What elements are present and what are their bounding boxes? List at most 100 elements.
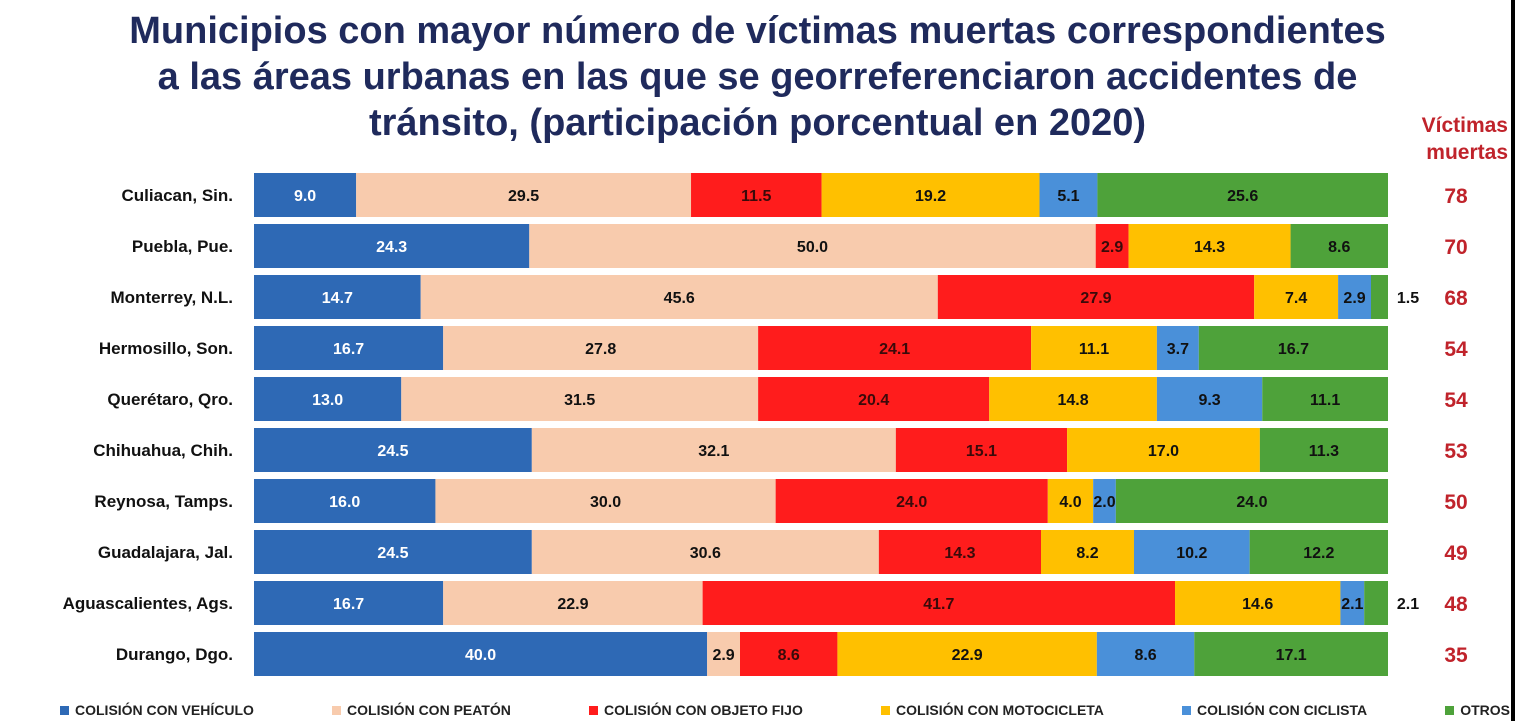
bar-segment [254, 428, 532, 472]
bar-value-label: 3.7 [1167, 341, 1189, 358]
bar-value-label: 22.9 [952, 647, 983, 664]
legend-swatch [880, 705, 890, 715]
victims-value: 54 [1444, 389, 1468, 412]
legend-item: COLISIÓN CON CICLISTA [1182, 702, 1367, 718]
bar-segment [691, 173, 822, 217]
bar-value-label: 15.1 [966, 443, 997, 460]
bar-value-label: 22.9 [557, 596, 588, 613]
bar-segment [878, 530, 1041, 574]
bar-segment [401, 377, 759, 421]
bar-segment [356, 173, 692, 217]
bar-value-label: 2.9 [712, 647, 734, 664]
legend-label: COLISIÓN CON PEATÓN [347, 702, 511, 718]
bar-segment [1340, 581, 1365, 625]
category-label: Hermosillo, Son. [99, 339, 233, 358]
bar-segment [1039, 173, 1098, 217]
bar-value-label: 9.3 [1198, 392, 1220, 409]
legend-swatch [1182, 705, 1192, 715]
bar-segment [1254, 275, 1339, 319]
bar-segment [702, 581, 1176, 625]
bar-value-label: 24.0 [1236, 494, 1267, 511]
bar-segment [1096, 632, 1195, 676]
bar-value-label: 27.9 [1080, 290, 1111, 307]
bar-segment [707, 632, 740, 676]
victims-value: 50 [1444, 491, 1467, 514]
bar-value-label: 16.0 [329, 494, 360, 511]
bar-segment [1364, 581, 1388, 625]
bar-segment [937, 275, 1255, 319]
bar-segment [1031, 326, 1157, 370]
bar-value-label: 17.1 [1276, 647, 1307, 664]
title-line-3: tránsito, (participación porcentual en 2… [368, 102, 1147, 144]
bar-segment [1194, 632, 1388, 676]
bar-segment [1198, 326, 1388, 370]
bar-value-label: 16.7 [333, 341, 364, 358]
legend-swatch [588, 705, 598, 715]
legend-item: COLISIÓN CON MOTOCICLETA [880, 702, 1104, 718]
victims-header-line-1: Víctimas [1421, 114, 1508, 137]
bar-segment [1093, 479, 1116, 523]
bar-segment [254, 530, 532, 574]
bar-segment [775, 479, 1048, 523]
bar-value-label: 5.1 [1057, 188, 1079, 205]
legend-label: OTROS [1460, 702, 1510, 718]
bar-segment [435, 479, 776, 523]
bar-segment [531, 428, 896, 472]
category-label: Puebla, Pue. [132, 237, 233, 256]
bar-value-label: 13.0 [312, 392, 343, 409]
category-label: Monterrey, N.L. [111, 288, 233, 307]
bar-value-label: 24.1 [879, 341, 910, 358]
bar-value-label: 11.1 [1079, 341, 1109, 358]
victims-column-header: Víctimas muertas [1390, 112, 1508, 166]
bar-segment [443, 581, 703, 625]
bar-segment [1097, 173, 1388, 217]
title-line-1: Municipios con mayor número de víctimas … [129, 10, 1386, 52]
bar-value-label: 7.4 [1285, 290, 1307, 307]
bar-value-label: 16.7 [1278, 341, 1309, 358]
bar-segment [1156, 377, 1263, 421]
bar-value-label: 25.6 [1227, 188, 1258, 205]
bar-value-label: 11.1 [1310, 392, 1340, 409]
bar-segment [758, 326, 1032, 370]
category-label: Aguascalientes, Ags. [63, 594, 233, 613]
bar-segment [531, 530, 879, 574]
bar-segment [1067, 428, 1260, 472]
legend-swatch [332, 705, 342, 715]
bar-value-label: 14.3 [1194, 239, 1225, 256]
bar-value-label: 24.5 [377, 443, 408, 460]
title-line-2: a las áreas urbanas en las que se georre… [157, 56, 1358, 98]
bar-segment [254, 377, 402, 421]
bar-segment [989, 377, 1157, 421]
bar-segment [1370, 275, 1388, 319]
bar-value-label: 14.8 [1057, 392, 1088, 409]
bar-value-label: 11.3 [1309, 443, 1339, 460]
bar-value-label: 24.0 [896, 494, 927, 511]
category-label: Guadalajara, Jal. [98, 543, 233, 562]
bar-value-label: 29.5 [508, 188, 539, 205]
bar-value-label: 41.7 [923, 596, 954, 613]
bar-segment [1133, 530, 1250, 574]
victims-value: 49 [1444, 542, 1467, 565]
legend-item: COLISIÓN CON VEHÍCULO [60, 702, 254, 718]
category-label: Durango, Dgo. [116, 645, 233, 664]
bar-segment [740, 632, 838, 676]
bar-segment [420, 275, 938, 319]
legend-label: COLISIÓN CON MOTOCICLETA [895, 702, 1104, 718]
victims-value: 78 [1444, 185, 1468, 208]
bar-value-label: 14.7 [322, 290, 353, 307]
bar-segment [1290, 224, 1388, 268]
bar-value-label: 19.2 [915, 188, 946, 205]
bar-value-label: 12.2 [1303, 545, 1334, 562]
bar-value-label: 11.5 [741, 188, 771, 205]
category-label: Culiacan, Sin. [122, 186, 233, 205]
chart-legend: COLISIÓN CON VEHÍCULO COLISIÓN CON PEATÓN… [60, 699, 1510, 721]
legend-swatch [1445, 705, 1455, 715]
window-edge [1511, 0, 1515, 721]
legend-label: COLISIÓN CON CICLISTA [1197, 702, 1368, 718]
bar-segment [1047, 479, 1094, 523]
legend-label: COLISIÓN CON VEHÍCULO [75, 702, 254, 718]
bar-value-label: 45.6 [664, 290, 695, 307]
bar-segment [254, 173, 357, 217]
category-label: Chihuahua, Chih. [93, 441, 233, 460]
bar-value-label: 4.0 [1059, 494, 1081, 511]
